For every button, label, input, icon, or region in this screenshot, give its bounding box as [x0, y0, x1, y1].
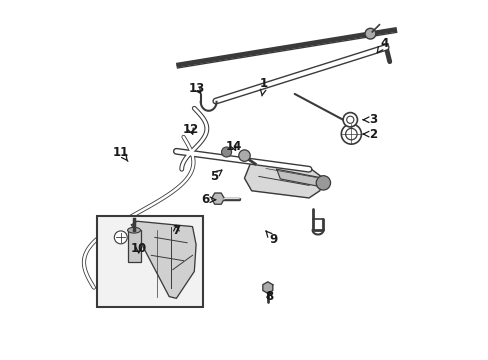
Circle shape [238, 150, 250, 161]
Polygon shape [276, 169, 326, 188]
Bar [97, 216, 203, 307]
Bar [127, 230, 140, 262]
Text: 13: 13 [189, 82, 205, 95]
Text: 4: 4 [376, 36, 387, 53]
Text: 14: 14 [225, 140, 242, 153]
Text: 9: 9 [265, 231, 277, 246]
Text: 6: 6 [201, 193, 215, 206]
Text: 11: 11 [112, 145, 129, 161]
Text: 8: 8 [265, 290, 273, 303]
Circle shape [341, 124, 361, 144]
Text: 7: 7 [172, 224, 180, 237]
Circle shape [114, 231, 127, 244]
Text: 2: 2 [363, 127, 377, 141]
Polygon shape [244, 160, 323, 198]
Ellipse shape [127, 227, 140, 233]
Text: 1: 1 [260, 77, 268, 96]
Circle shape [221, 147, 231, 157]
Circle shape [316, 176, 330, 190]
Text: 5: 5 [209, 170, 222, 183]
Text: 12: 12 [182, 122, 199, 136]
Polygon shape [131, 221, 196, 298]
Circle shape [343, 113, 357, 127]
Circle shape [365, 28, 375, 39]
Polygon shape [263, 282, 272, 293]
Polygon shape [211, 193, 224, 204]
Text: 10: 10 [130, 242, 146, 255]
Text: 3: 3 [363, 113, 377, 126]
